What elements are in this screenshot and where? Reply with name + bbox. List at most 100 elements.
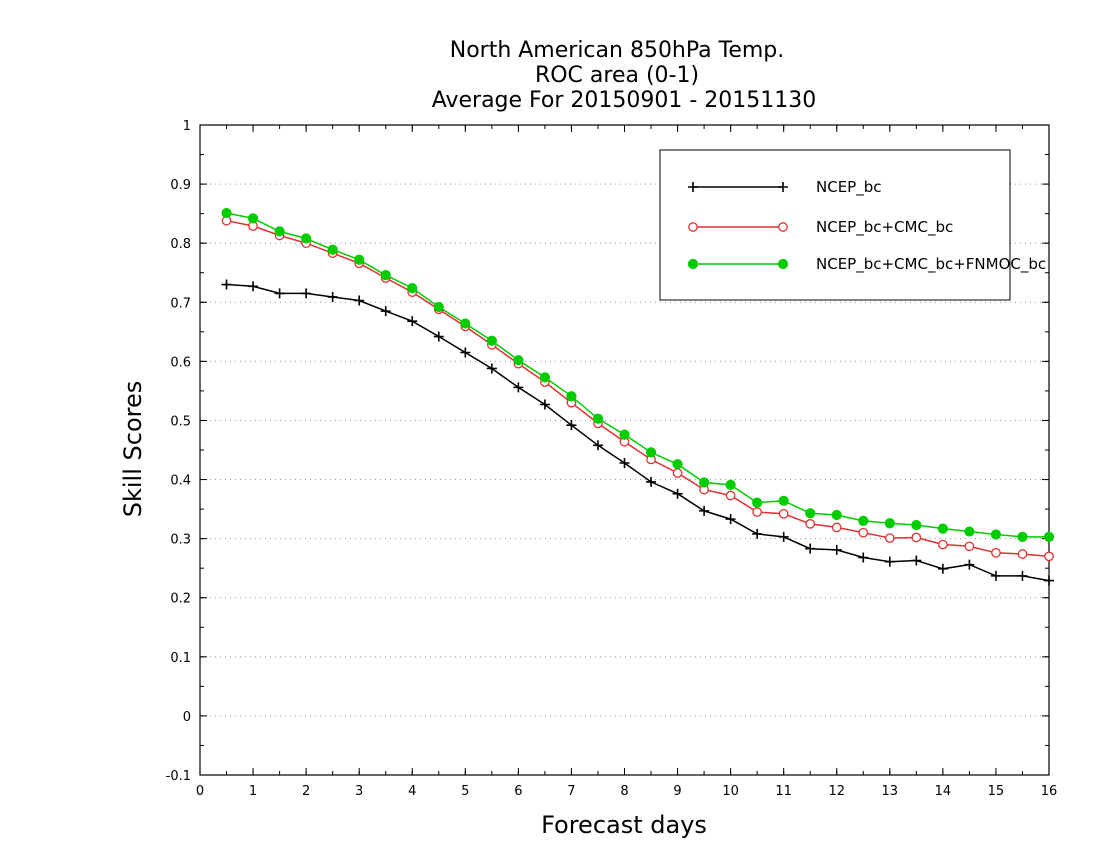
data-point bbox=[513, 355, 524, 366]
data-point bbox=[884, 518, 895, 529]
x-tick-label: 4 bbox=[408, 784, 416, 799]
data-point bbox=[752, 497, 763, 508]
data-point bbox=[592, 440, 603, 451]
data-point bbox=[433, 331, 444, 342]
data-point bbox=[1043, 531, 1055, 542]
data-point bbox=[752, 507, 763, 517]
data-point bbox=[592, 413, 604, 424]
data-point bbox=[407, 282, 418, 294]
data-point bbox=[301, 288, 312, 299]
data-point bbox=[778, 495, 789, 506]
data-point bbox=[672, 488, 683, 499]
legend-marker bbox=[777, 258, 789, 270]
data-point bbox=[858, 527, 869, 538]
data-point bbox=[539, 372, 551, 383]
legend-box bbox=[659, 149, 1011, 301]
data-point bbox=[937, 563, 948, 574]
data-point bbox=[566, 391, 577, 402]
y-tick-label: 0.1 bbox=[170, 651, 191, 666]
data-point bbox=[513, 382, 524, 393]
data-point bbox=[248, 281, 259, 292]
data-point bbox=[911, 555, 922, 566]
chart-title-line-2: ROC area (0-1) bbox=[535, 63, 699, 88]
data-point bbox=[433, 301, 444, 313]
data-point bbox=[486, 335, 497, 346]
data-point bbox=[725, 514, 736, 525]
data-point bbox=[698, 477, 710, 488]
data-point bbox=[354, 295, 365, 306]
x-tick-label: 12 bbox=[828, 784, 845, 799]
legend-label: NCEP_bc+CMC_bc bbox=[816, 218, 953, 237]
x-tick-label: 16 bbox=[1041, 784, 1058, 799]
data-point bbox=[725, 490, 736, 501]
y-tick-label: 0.8 bbox=[170, 237, 191, 252]
x-tick-label: 3 bbox=[355, 784, 363, 799]
data-point bbox=[964, 541, 975, 552]
data-point bbox=[672, 459, 683, 470]
data-point bbox=[380, 306, 391, 317]
y-tick-label: 0.5 bbox=[170, 414, 191, 429]
data-point bbox=[699, 505, 710, 516]
data-point bbox=[937, 523, 948, 534]
legend: NCEP_bc NCEP_bc+CMC_bc NCEP_bc+CMC_bc+FNMO… bbox=[659, 149, 1046, 301]
data-point bbox=[778, 508, 789, 519]
x-tick-label: 13 bbox=[882, 784, 899, 799]
series-2 bbox=[221, 207, 1055, 542]
y-tick-label: 0.6 bbox=[170, 355, 191, 370]
data-point bbox=[646, 476, 657, 487]
data-point bbox=[1044, 551, 1054, 562]
data-point bbox=[1017, 549, 1028, 559]
y-axis-title: Skill Scores bbox=[119, 381, 147, 518]
legend-marker bbox=[688, 182, 698, 192]
y-tick-label: 0.7 bbox=[170, 296, 191, 311]
data-point bbox=[380, 269, 391, 281]
data-point bbox=[911, 519, 922, 531]
series-1 bbox=[221, 215, 1054, 562]
data-point bbox=[805, 543, 816, 554]
x-tick-label: 6 bbox=[514, 784, 522, 799]
plot-frame bbox=[199, 124, 1050, 776]
data-point bbox=[725, 479, 736, 490]
x-tick-label: 7 bbox=[567, 784, 575, 799]
data-point bbox=[884, 556, 895, 567]
x-axis-title: Forecast days bbox=[541, 811, 707, 839]
data-point bbox=[884, 533, 895, 543]
x-tick-label: 15 bbox=[988, 784, 1005, 799]
y-tick-label: -0.1 bbox=[166, 769, 191, 784]
data-point bbox=[805, 508, 816, 519]
chart-title-line-3: Average For 20150901 - 20151130 bbox=[432, 88, 817, 113]
x-tick-label: 8 bbox=[620, 784, 628, 799]
data-point bbox=[964, 559, 975, 570]
data-point bbox=[221, 207, 232, 219]
data-point bbox=[858, 552, 869, 563]
data-point bbox=[805, 519, 816, 529]
data-point bbox=[274, 288, 285, 299]
legend-marker bbox=[688, 222, 698, 232]
x-tick-label: 2 bbox=[302, 784, 310, 799]
data-point bbox=[566, 420, 577, 431]
chart-title-line-1: North American 850hPa Temp. bbox=[450, 38, 785, 63]
data-point bbox=[752, 528, 763, 539]
data-point bbox=[991, 547, 1001, 558]
y-tick-label: 0 bbox=[183, 710, 191, 725]
y-tick-label: 0.9 bbox=[170, 178, 191, 193]
data-point bbox=[221, 279, 232, 290]
x-tick-label: 10 bbox=[722, 784, 739, 799]
data-point bbox=[778, 531, 789, 542]
y-tick-label: 0.3 bbox=[170, 533, 191, 548]
data-point bbox=[938, 539, 948, 550]
legend-label: NCEP_bc bbox=[816, 178, 882, 197]
data-point bbox=[619, 458, 630, 468]
legend-marker bbox=[778, 182, 788, 192]
data-point bbox=[301, 233, 312, 244]
legend-marker bbox=[687, 258, 699, 270]
data-point bbox=[990, 529, 1002, 540]
x-tick-label: 0 bbox=[196, 784, 204, 799]
data-point bbox=[1044, 575, 1054, 586]
data-point bbox=[964, 526, 975, 537]
data-point bbox=[247, 213, 259, 224]
x-tick-label: 5 bbox=[461, 784, 469, 799]
data-point bbox=[327, 244, 338, 255]
